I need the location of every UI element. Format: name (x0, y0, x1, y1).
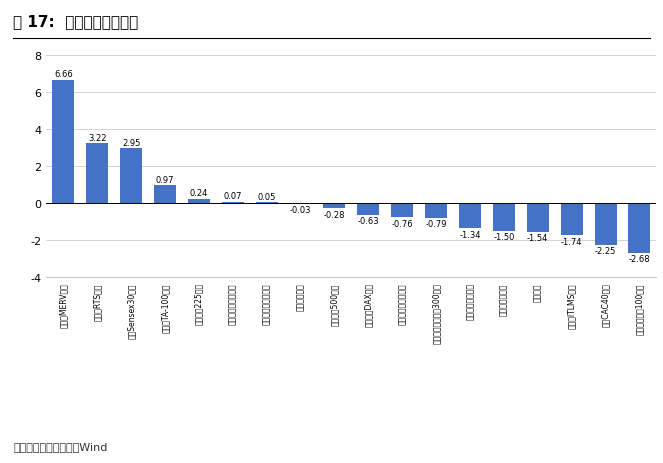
Bar (324, 204, 345, 209)
Bar (629, 204, 650, 253)
Text: -1.54: -1.54 (527, 234, 548, 243)
Text: -0.76: -0.76 (391, 219, 413, 228)
Bar (493, 204, 515, 232)
Bar (459, 204, 481, 229)
Text: 2.95: 2.95 (122, 138, 141, 148)
Text: 图 17:  全球股市多数下跌: 图 17: 全球股市多数下跌 (13, 14, 139, 29)
Bar (86, 144, 108, 204)
Text: -2.25: -2.25 (595, 247, 616, 256)
Text: -1.74: -1.74 (561, 238, 582, 246)
Text: -1.34: -1.34 (459, 230, 481, 239)
Text: -2.68: -2.68 (629, 255, 650, 264)
Bar (154, 186, 176, 204)
Text: -0.28: -0.28 (324, 210, 345, 219)
Bar (391, 204, 413, 218)
Bar (357, 204, 379, 215)
Bar (120, 149, 142, 204)
Bar (527, 204, 549, 232)
Bar (561, 204, 583, 236)
Text: 数据来源：东北证券，Wind: 数据来源：东北证券，Wind (13, 441, 107, 451)
Text: 0.24: 0.24 (190, 189, 208, 198)
Bar (52, 81, 74, 204)
Bar (425, 204, 447, 219)
Text: 3.22: 3.22 (88, 134, 107, 143)
Bar (188, 199, 210, 204)
Text: 6.66: 6.66 (54, 70, 73, 79)
Text: -1.50: -1.50 (493, 233, 514, 242)
Text: 0.07: 0.07 (223, 192, 242, 201)
Text: -0.63: -0.63 (357, 217, 379, 226)
Bar (256, 203, 278, 204)
Bar (595, 204, 617, 245)
Text: 0.97: 0.97 (156, 175, 174, 184)
Text: -0.03: -0.03 (290, 206, 312, 215)
Bar (221, 202, 244, 204)
Text: -0.79: -0.79 (426, 220, 447, 229)
Text: 0.05: 0.05 (257, 192, 276, 201)
